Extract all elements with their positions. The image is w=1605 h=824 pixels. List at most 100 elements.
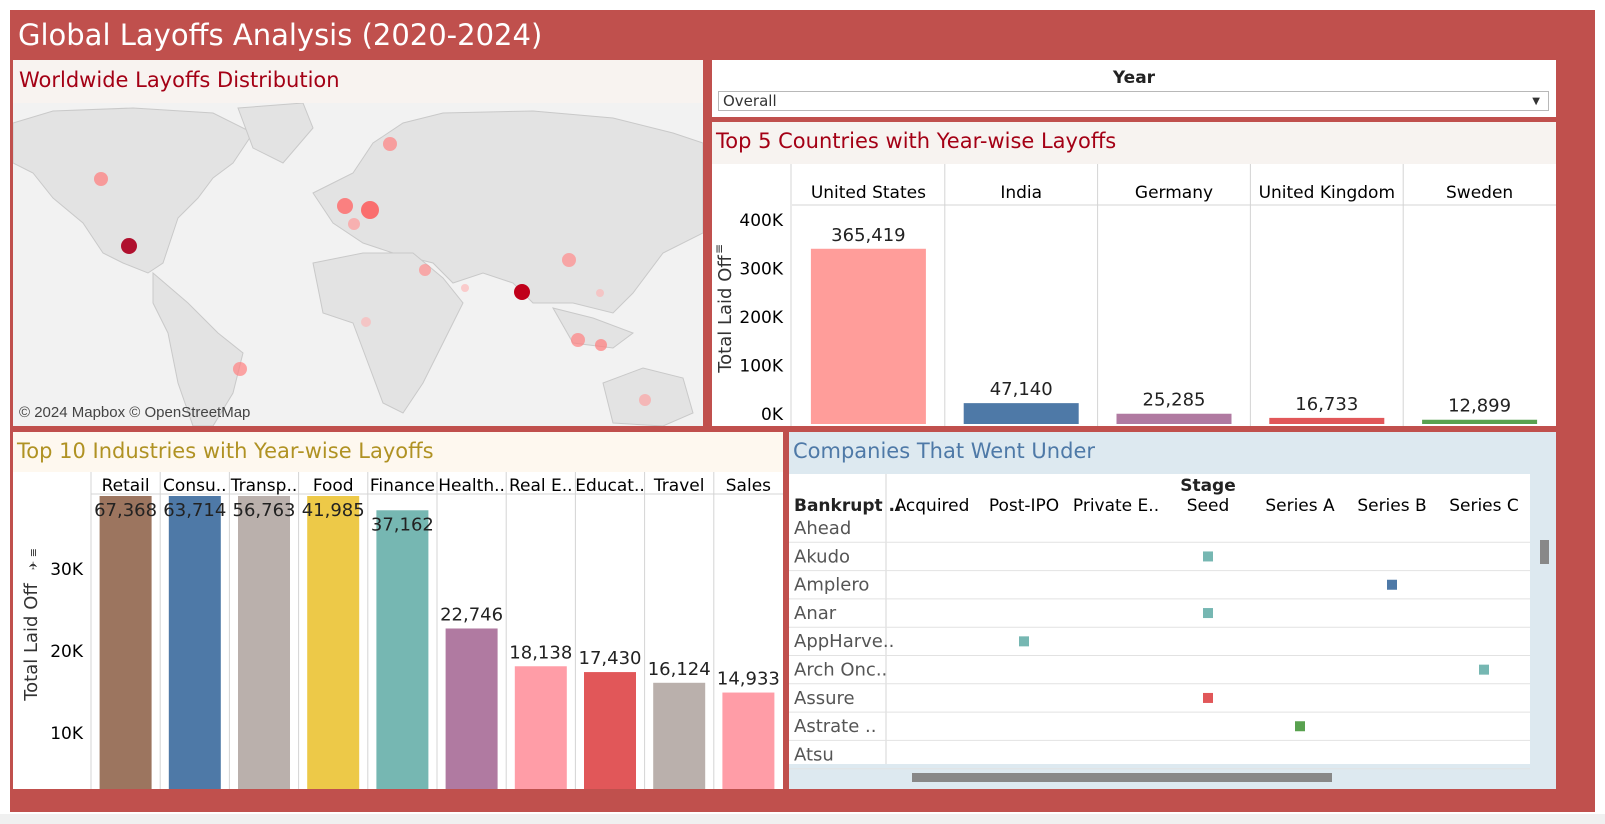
stage-marker xyxy=(1295,721,1305,732)
category-header: Sales xyxy=(726,476,771,496)
y-tick-label: 20K xyxy=(50,642,84,662)
bar xyxy=(963,403,1079,424)
companies-title: Companies That Went Under xyxy=(789,432,1556,472)
sheet-tab-bar xyxy=(0,814,1605,824)
row-header: Bankrupt .. xyxy=(794,496,901,516)
company-name: Anar xyxy=(794,603,837,624)
category-header: Finance xyxy=(370,476,435,496)
category-header: India xyxy=(1000,183,1042,203)
stage-header: Stage xyxy=(1180,476,1236,496)
stage-column-header: Series C xyxy=(1449,496,1519,516)
bar xyxy=(99,496,152,789)
bar xyxy=(238,496,290,789)
data-label: 16,124 xyxy=(648,659,711,680)
countries-ylabel: Total Laid Off xyxy=(715,255,736,374)
year-filter-dropdown[interactable]: Overall ▼ xyxy=(718,91,1549,111)
y-tick-label: 200K xyxy=(739,308,783,328)
category-header: Real E.. xyxy=(509,476,573,496)
category-header: Travel xyxy=(653,476,705,496)
company-name: AppHarve.. xyxy=(794,631,894,652)
stage-column-header: Acquired xyxy=(895,496,970,516)
companies-table: Stage Bankrupt .. Acquired Post-IPO Privat… xyxy=(789,472,1556,789)
countries-title: Top 5 Countries with Year-wise Layoffs xyxy=(712,122,1556,164)
map-title: Worldwide Layoffs Distribution xyxy=(19,68,340,92)
category-header: United Kingdom xyxy=(1259,183,1395,203)
data-label: 12,899 xyxy=(1448,396,1511,417)
data-label: 37,162 xyxy=(371,514,434,535)
bar xyxy=(445,628,498,789)
map-panel: Worldwide Layoffs Distribution xyxy=(13,60,703,426)
bar xyxy=(514,666,567,789)
bar xyxy=(1116,413,1232,424)
bar xyxy=(1269,417,1385,424)
horizontal-scrollbar[interactable] xyxy=(912,773,1332,782)
companies-panel: Companies That Went Under Stage Bankrupt… xyxy=(789,432,1556,789)
sort-icon[interactable]: ✈ ≡ xyxy=(27,548,40,570)
company-name: Atsu xyxy=(794,744,834,765)
stage-marker xyxy=(1019,636,1029,647)
stage-marker xyxy=(1203,551,1213,562)
category-header: Retail xyxy=(102,476,150,496)
industries-panel: Top 10 Industries with Year-wise Layoffs… xyxy=(13,432,783,789)
category-header: Germany xyxy=(1135,183,1213,203)
world-map[interactable] xyxy=(13,103,703,426)
dashboard-title: Global Layoffs Analysis (2020-2024) xyxy=(18,18,543,52)
bar xyxy=(584,672,636,789)
countries-panel: Top 5 Countries with Year-wise Layoffs T… xyxy=(712,122,1556,426)
stage-marker xyxy=(1479,664,1489,675)
company-name: Ahead xyxy=(794,518,851,539)
year-filter-label: Year xyxy=(1112,68,1156,88)
stage-column-header: Private E.. xyxy=(1073,496,1159,516)
data-label: 25,285 xyxy=(1143,390,1206,411)
data-label: 47,140 xyxy=(990,379,1053,400)
category-header: Consu.. xyxy=(163,476,226,496)
bar xyxy=(1422,419,1538,424)
y-tick-label: 300K xyxy=(739,260,783,280)
bar xyxy=(810,248,926,424)
layoff-points[interactable] xyxy=(94,137,651,406)
y-tick-label: 100K xyxy=(739,357,783,377)
industries-ylabel: Total Laid Off xyxy=(21,583,42,702)
stage-marker xyxy=(1203,608,1213,619)
bar xyxy=(307,496,360,789)
sort-icon[interactable]: ≡ xyxy=(712,244,726,254)
data-label: 41,985 xyxy=(302,500,365,521)
company-name: Astrate .. xyxy=(794,716,876,737)
data-label: 22,746 xyxy=(440,604,503,625)
data-label: 16,733 xyxy=(1295,394,1358,415)
category-header: Transp.. xyxy=(230,476,298,496)
y-tick-label: 0K xyxy=(761,405,784,425)
company-name: Amplero xyxy=(794,575,869,596)
bar xyxy=(653,682,706,789)
stage-marker xyxy=(1387,579,1397,590)
company-name: Arch Onc.. xyxy=(794,660,887,681)
countries-chart: Total Laid Off ≡ 400K 300K 200K 100K 0K Unite… xyxy=(712,164,1556,426)
vertical-scrollbar[interactable] xyxy=(1540,540,1549,564)
year-filter-panel: Year Overall ▼ xyxy=(712,60,1556,117)
data-label: 18,138 xyxy=(509,642,572,663)
y-tick-label: 10K xyxy=(50,724,84,744)
data-label: 63,714 xyxy=(163,500,226,521)
category-header: Food xyxy=(313,476,354,496)
category-header: United States xyxy=(811,183,926,203)
bar xyxy=(376,510,429,789)
data-label: 56,763 xyxy=(233,500,296,521)
industries-chart: Total Laid Off ✈ ≡ 30K 20K 10K Retail 67,368… xyxy=(21,472,783,789)
category-header: Health.. xyxy=(438,476,505,496)
year-filter-value: Overall xyxy=(723,92,777,110)
y-tick-label: 400K xyxy=(739,211,783,231)
company-name: Assure xyxy=(794,688,855,709)
data-label: 14,933 xyxy=(717,669,780,690)
data-label: 67,368 xyxy=(94,500,157,521)
stage-column-header: Seed xyxy=(1187,496,1230,516)
bar xyxy=(168,496,221,789)
stage-column-header: Post-IPO xyxy=(989,496,1059,516)
stage-column-header: Series B xyxy=(1357,496,1426,516)
map-attribution: © 2024 Mapbox © OpenStreetMap xyxy=(19,404,251,421)
chevron-down-icon[interactable]: ▼ xyxy=(1532,96,1540,107)
y-tick-label: 30K xyxy=(50,560,84,580)
bar xyxy=(722,692,775,789)
data-label: 365,419 xyxy=(831,225,905,246)
category-header: Educat.. xyxy=(575,476,645,496)
stage-marker xyxy=(1203,692,1213,703)
